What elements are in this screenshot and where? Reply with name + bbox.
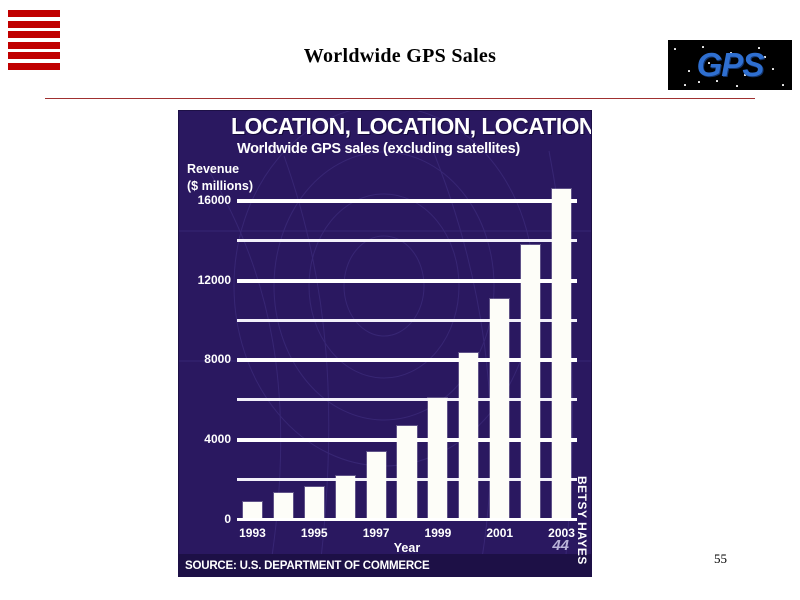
star-icon [772, 68, 774, 70]
star-icon [708, 62, 710, 64]
gps-logo-text: GPS [696, 46, 765, 83]
gridline [237, 278, 577, 283]
star-icon [698, 81, 700, 83]
gps-logo: GPS [668, 40, 792, 90]
bar [490, 298, 510, 518]
x-axis-title: Year [393, 541, 421, 555]
flag-stripe [8, 62, 60, 70]
page-number: 55 [714, 551, 727, 566]
bar [459, 352, 479, 518]
star-icon [684, 84, 686, 86]
y-axis-title: Revenue ($ millions) [187, 161, 253, 195]
bar [521, 244, 541, 518]
star-icon [736, 85, 738, 87]
bar [551, 188, 572, 518]
gridline [237, 238, 577, 242]
y-axis-tick-label: 4000 [204, 432, 231, 447]
y-axis-tick-label: 12000 [197, 272, 231, 287]
chart-graphic: LOCATION, LOCATION, LOCATION Worldwide G… [178, 110, 592, 577]
gridline [237, 358, 577, 363]
star-icon [782, 84, 784, 86]
star-icon [688, 70, 690, 72]
star-icon [758, 47, 760, 49]
flag-stripes-decoration [8, 10, 60, 70]
flag-stripe [8, 41, 60, 49]
gridline [237, 318, 577, 322]
flag-stripe [8, 52, 60, 60]
chart-subheadline: Worldwide GPS sales (excluding satellite… [237, 141, 520, 157]
x-axis-tick-label: 1995 [300, 526, 328, 540]
x-axis-line [237, 518, 577, 521]
gridline [237, 198, 577, 203]
source-text: SOURCE: U.S. DEPARTMENT OF COMMERCE [185, 560, 430, 572]
credit-text: BETSY HAYES [575, 476, 589, 565]
x-axis-tick-label: 1999 [424, 526, 452, 540]
header-divider [45, 98, 755, 99]
y-axis-tick-label: 0 [224, 512, 231, 526]
flag-stripe [8, 10, 60, 17]
x-axis-tick-label: 2003 [548, 526, 575, 540]
bar [335, 476, 355, 518]
y-axis-tick-label: 8000 [204, 352, 231, 367]
bar [397, 426, 417, 518]
y-axis-title-line2: ($ millions) [187, 178, 253, 193]
star-icon [716, 80, 718, 82]
y-axis-title-line1: Revenue [187, 162, 240, 176]
star-icon [744, 74, 746, 76]
flag-stripe [8, 31, 60, 39]
x-axis-tick-label: 2001 [486, 526, 514, 540]
plot-area [237, 179, 577, 521]
bar [366, 452, 386, 518]
source-bar [179, 554, 591, 576]
flag-stripe [8, 20, 60, 28]
star-icon [764, 56, 766, 58]
bar [242, 502, 263, 518]
star-icon [730, 52, 732, 54]
star-icon [702, 46, 704, 48]
star-icon [752, 64, 754, 66]
star-icon [674, 48, 676, 50]
gridline [237, 398, 577, 402]
bar [428, 398, 448, 518]
page-title: Worldwide GPS Sales [303, 45, 497, 67]
x-axis-tick-label: 1997 [362, 526, 390, 540]
bar [273, 493, 293, 518]
x-axis-tick-label: 1993 [239, 526, 266, 540]
y-axis-tick-label: 16000 [197, 192, 231, 207]
page-mark: 44 [552, 537, 569, 554]
chart-headline: LOCATION, LOCATION, LOCATION [231, 113, 592, 139]
bar [304, 487, 324, 518]
